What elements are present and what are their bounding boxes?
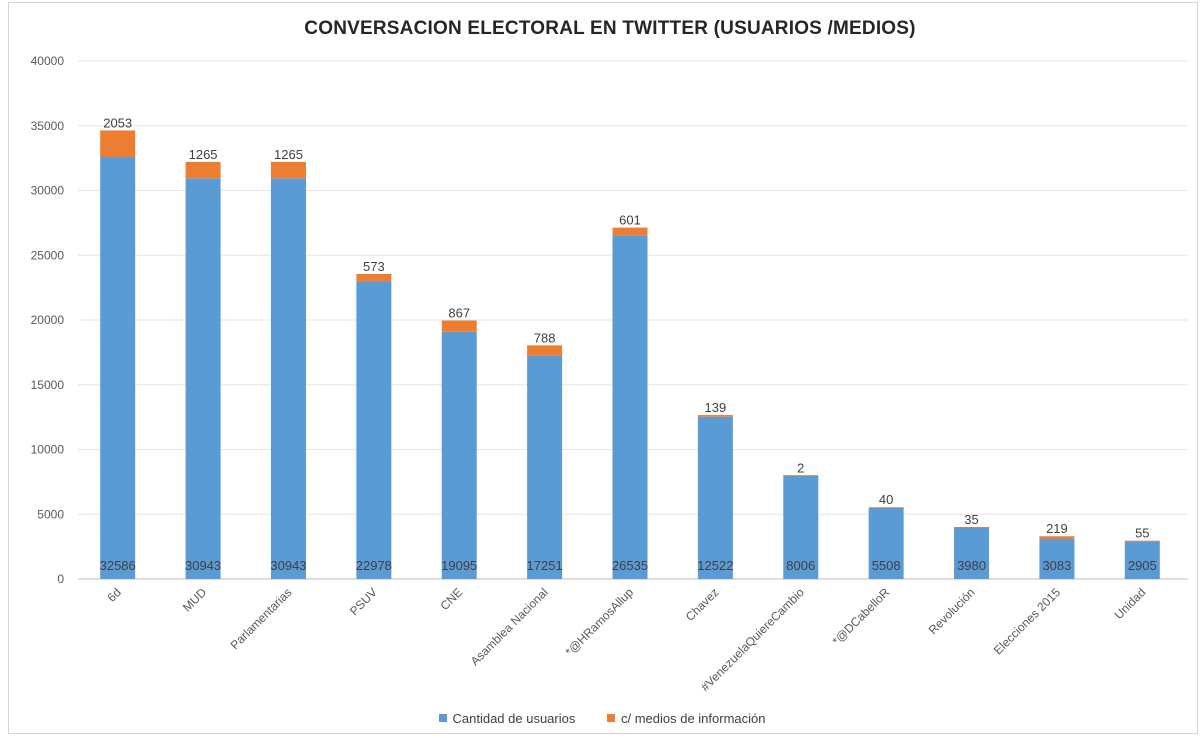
x-tick-label: *@DCabelloR (829, 585, 892, 648)
data-label-usuarios: 8006 (786, 558, 815, 573)
bar-medios (100, 130, 136, 158)
data-label-usuarios: 2905 (1128, 558, 1157, 573)
bar-medios (1124, 540, 1160, 542)
bar-medios (1039, 536, 1075, 540)
legend-swatch-media (606, 714, 615, 722)
y-tick-label: 15000 (31, 378, 65, 392)
data-label-medios: 35 (964, 512, 978, 527)
bar-medios (185, 161, 221, 179)
y-tick-label: 20000 (31, 313, 65, 327)
data-labels: 32586 2053 30943 1265 30943 1265 22978 573 19095… (100, 115, 1157, 573)
x-tick-label: Unidad (1112, 585, 1149, 622)
x-tick-label: PSUV (347, 585, 380, 618)
bar-usuarios (1124, 541, 1160, 579)
data-label-usuarios: 32586 (100, 558, 136, 573)
bar-usuarios (612, 235, 648, 579)
data-label-medios: 2053 (103, 115, 132, 130)
legend-item-media: c/ medios de información (606, 710, 766, 726)
data-label-usuarios: 12522 (697, 558, 733, 573)
data-label-usuarios: 19095 (441, 558, 477, 573)
bar-medios (441, 320, 477, 332)
bar-usuarios (100, 157, 136, 580)
x-tick-label: Parlamentarias (228, 585, 295, 652)
bars (100, 130, 1160, 580)
data-label-usuarios: 22978 (356, 558, 392, 573)
chart-title: CONVERSACION ELECTORAL EN TWITTER (USUAR… (304, 18, 916, 39)
y-tick-label: 25000 (31, 248, 65, 262)
x-tick-label: Chavez (683, 585, 722, 624)
data-label-medios: 1265 (274, 147, 303, 162)
data-label-medios: 40 (879, 492, 893, 507)
data-label-medios: 601 (619, 213, 641, 228)
bar-usuarios (954, 527, 990, 579)
data-label-medios: 219 (1046, 521, 1068, 536)
legend-swatch-users (438, 714, 447, 722)
x-tick-label: Elecciones 2015 (991, 585, 1063, 657)
bar-medios (697, 415, 733, 417)
legend-item-users: Cantidad de usuarios (438, 710, 576, 726)
bar-medios (356, 274, 392, 282)
y-tick-label: 10000 (31, 443, 65, 457)
y-axis: 0 5000 10000 15000 20000 25000 30000 35000 40000 (31, 54, 65, 586)
data-label-usuarios: 17251 (527, 558, 563, 573)
bar-medios (783, 475, 819, 476)
bar-usuarios (783, 475, 819, 579)
y-tick-label: 35000 (31, 119, 65, 133)
data-label-usuarios: 3083 (1042, 558, 1071, 573)
bar-medios (954, 527, 990, 528)
bar-usuarios (527, 355, 563, 579)
data-label-usuarios: 3980 (957, 558, 986, 573)
x-axis: 6d MUD Parlamentarias PSUV CNE Asamblea Nacio… (104, 585, 1148, 694)
data-label-usuarios: 30943 (185, 558, 221, 573)
legend: Cantidad de usuarios c/ medios de inform… (0, 710, 1204, 726)
bar-medios (527, 345, 563, 356)
y-tick-label: 30000 (31, 184, 65, 198)
x-tick-label: CNE (438, 585, 466, 613)
data-label-usuarios: 5508 (872, 558, 901, 573)
x-tick-label: Asamblea Nacional (468, 585, 551, 668)
bar-medios (868, 507, 904, 508)
bar-usuarios (441, 331, 477, 579)
data-label-medios: 867 (448, 305, 470, 320)
y-tick-label: 5000 (37, 507, 64, 521)
bar-usuarios (868, 507, 904, 579)
bar-usuarios (270, 178, 306, 579)
legend-label-media: c/ medios de información (620, 710, 766, 726)
data-label-medios: 2 (797, 460, 804, 475)
data-label-medios: 55 (1135, 526, 1149, 541)
x-tick-label: *@HRamosAllup (562, 585, 636, 659)
data-label-medios: 1265 (189, 147, 218, 162)
data-label-medios: 573 (363, 259, 385, 274)
bar-usuarios (1039, 539, 1075, 579)
legend-label-users: Cantidad de usuarios (452, 710, 576, 726)
bar-usuarios (697, 416, 733, 579)
x-tick-label: Revolución (926, 585, 978, 637)
data-label-usuarios: 26535 (612, 558, 648, 573)
data-label-medios: 139 (705, 400, 727, 415)
x-tick-label: MUD (180, 585, 209, 614)
bar-usuarios (185, 178, 221, 579)
bar-medios (270, 161, 306, 179)
y-tick-label: 40000 (31, 54, 65, 68)
data-label-medios: 788 (534, 330, 556, 345)
bar-usuarios (356, 281, 392, 579)
y-tick-label: 0 (57, 572, 64, 586)
bar-medios (612, 227, 648, 236)
data-label-usuarios: 30943 (270, 558, 306, 573)
bar-chart: 0 5000 10000 15000 20000 25000 30000 35000 40000… (31, 54, 1188, 694)
x-tick-label: 6d (104, 585, 123, 604)
